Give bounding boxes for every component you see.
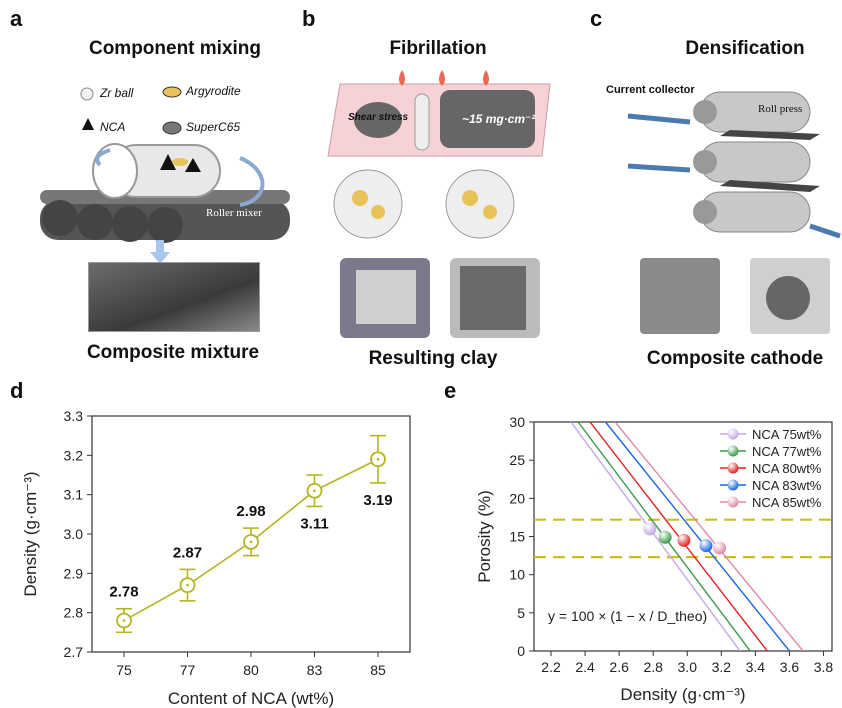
data-point-center	[186, 583, 189, 587]
zr-ball-icon	[80, 87, 94, 101]
theory-line	[614, 422, 804, 651]
panel-b-caption: Resulting clay	[368, 348, 498, 369]
y-axis-label: Density (g·cm⁻³)	[21, 471, 40, 596]
data-label: 3.11	[300, 515, 328, 532]
y-tick-label: 2.7	[64, 644, 84, 660]
legend-argyrodite: Argyrodite	[186, 84, 241, 98]
porosity-chart: 0 5 10 15 20 25 30 2.2 2.4 2.6 2.8 3.0 3.2 3.4 3.6 3.8 N…	[475, 414, 834, 704]
data-label: 2.87	[173, 544, 202, 561]
panel-b-illustration	[327, 70, 551, 338]
legend-superc65: SuperC65	[186, 120, 241, 134]
data-point	[713, 541, 727, 555]
legend-label: NCA 85wt%	[752, 495, 822, 510]
legend-label: NCA 83wt%	[752, 478, 822, 493]
x-tick-label: 2.6	[609, 659, 629, 675]
x-tick-label: 83	[307, 662, 323, 678]
x-tick-label: 3.4	[746, 659, 766, 675]
panel-letter-d: d	[10, 378, 24, 403]
x-tick-label: 77	[180, 662, 196, 678]
heat-icon	[483, 70, 489, 86]
x-axis-label: Density (g·cm⁻³)	[620, 685, 745, 704]
argyrodite-icon	[162, 86, 182, 98]
y-tick-label: 3.0	[64, 526, 84, 542]
y-tick-label: 2.9	[64, 565, 84, 581]
data-point-center	[249, 540, 253, 544]
y-tick-label: 3.2	[64, 447, 84, 463]
x-tick-label: 2.4	[575, 659, 595, 675]
panel-c-caption: Composite cathode	[646, 348, 824, 369]
data-point-center	[376, 457, 380, 461]
x-tick-label: 3.2	[712, 659, 732, 675]
current-collector-label: Current collector	[606, 84, 695, 96]
loading-label: ~15 mg·cm⁻²	[462, 112, 536, 126]
panel-a-title: Component mixing	[88, 38, 262, 59]
data-point-center	[122, 619, 126, 622]
x-tick-label: 3.6	[780, 659, 800, 675]
y-tick-label: 25	[509, 452, 525, 468]
mixing-jar	[92, 143, 221, 199]
panel-b-title: Fibrillation	[389, 38, 487, 59]
x-tick-label: 3.0	[678, 659, 698, 675]
panel-letter-a: a	[10, 6, 23, 31]
superc65-icon	[162, 121, 182, 135]
panel-letter-c: c	[590, 6, 603, 31]
x-tick-label: 2.2	[541, 659, 561, 675]
data-label: 3.19	[363, 492, 392, 509]
density-chart: 2.7 2.8 2.9 3.0 3.1 3.2 3.3 75 77 80 83 85 2.78 2.87 2…	[21, 408, 411, 708]
y-tick-label: 0	[517, 643, 525, 659]
y-tick-label: 5	[517, 605, 525, 621]
legend-label: NCA 77wt%	[752, 444, 822, 459]
data-label: 2.98	[236, 503, 265, 520]
legend-nca: NCA	[100, 120, 126, 134]
panel-letter-e: e	[444, 378, 457, 403]
legend-marker	[727, 496, 739, 508]
y-tick-label: 3.1	[64, 487, 84, 503]
equation-text: y = 100 × (1 − x / D_theo)	[548, 608, 707, 624]
theory-line	[604, 422, 790, 651]
x-tick-label: 85	[370, 662, 386, 678]
roll-press-label: Roll press	[758, 103, 803, 115]
panel-a-illustration	[40, 86, 290, 264]
legend-marker	[727, 445, 739, 457]
nca-icon	[82, 118, 94, 130]
y-tick-label: 2.8	[64, 605, 84, 621]
y-tick-label: 3.3	[64, 408, 84, 424]
theory-line	[570, 422, 741, 651]
panel-c-illustration	[627, 91, 841, 334]
composite-mixture-photo	[88, 262, 260, 332]
data-point	[643, 522, 657, 536]
legend-marker	[727, 428, 739, 440]
y-tick-label: 10	[509, 567, 525, 583]
legend-label: NCA 75wt%	[752, 427, 822, 442]
x-tick-label: 75	[116, 662, 132, 678]
x-axis-label: Content of NCA (wt%)	[168, 689, 334, 708]
x-tick-label: 2.8	[643, 659, 663, 675]
y-tick-label: 30	[509, 414, 525, 430]
x-tick-label: 3.8	[814, 659, 834, 675]
panel-c-title: Densification	[685, 38, 805, 59]
shear-stress-label: Shear stress	[348, 112, 409, 123]
data-point	[658, 530, 672, 544]
roller-mixer-label: Roller mixer	[206, 207, 262, 219]
data-point-center	[313, 489, 316, 493]
data-label: 2.78	[109, 584, 138, 601]
heat-icon	[439, 70, 445, 86]
panel-letter-b: b	[302, 6, 316, 31]
x-tick-label: 80	[243, 662, 259, 678]
legend-marker	[727, 462, 739, 474]
y-axis-label: Porosity (%)	[475, 490, 494, 583]
y-tick-label: 20	[509, 490, 525, 506]
legend-zr-ball: Zr ball	[100, 86, 134, 100]
data-point	[677, 533, 691, 547]
data-point	[699, 539, 713, 553]
heat-icon	[399, 70, 405, 86]
panel-a-caption: Composite mixture	[86, 342, 260, 363]
legend-label: NCA 80wt%	[752, 461, 822, 476]
y-tick-label: 15	[509, 529, 525, 545]
legend-marker	[727, 479, 739, 491]
